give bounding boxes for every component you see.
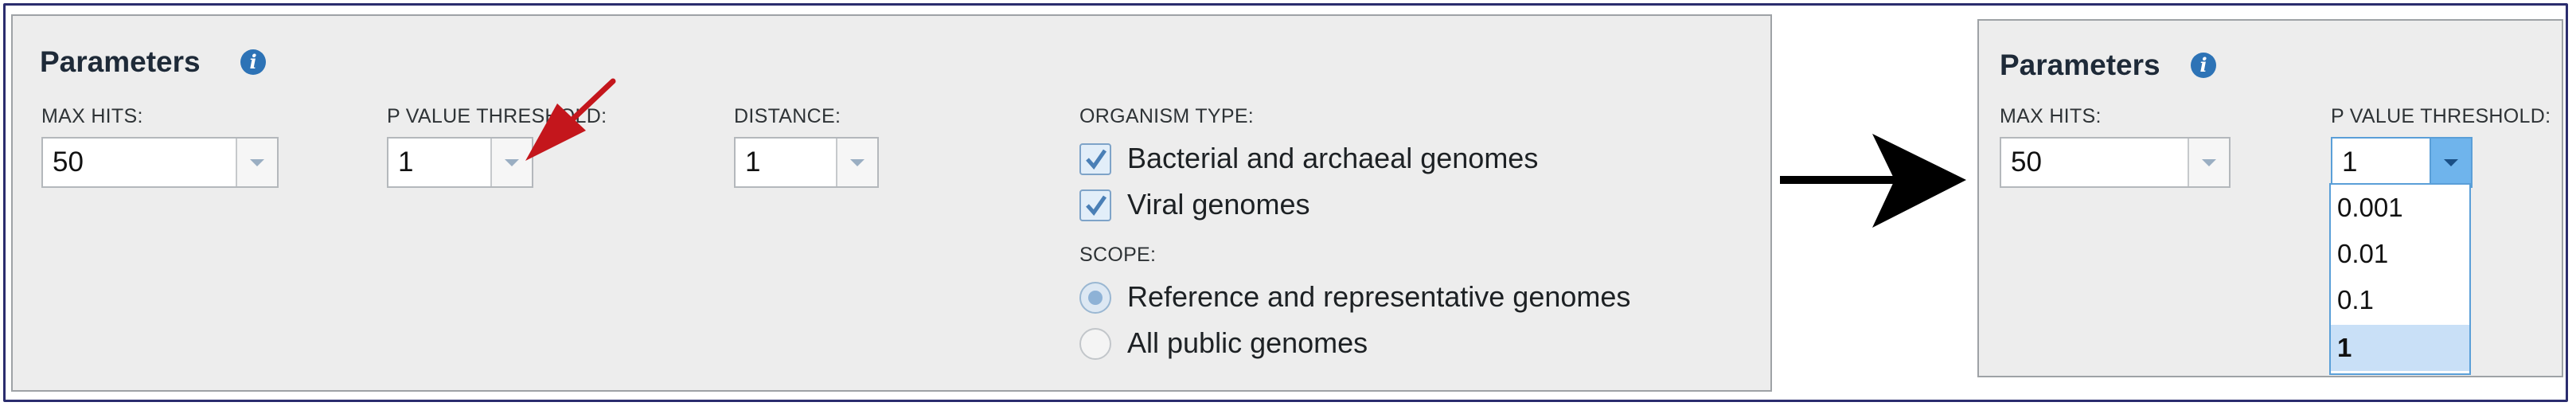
dropdown-option-selected[interactable]: 1 bbox=[2331, 325, 2469, 371]
max-hits-value: 50 bbox=[53, 146, 84, 178]
info-icon[interactable]: i bbox=[240, 49, 266, 75]
chevron-down-icon bbox=[250, 159, 264, 166]
chevron-down-icon bbox=[2202, 159, 2216, 166]
checkmark-icon bbox=[1086, 149, 1107, 170]
organism-type-label: ORGANISM TYPE: bbox=[1079, 105, 1255, 127]
chevron-down-icon bbox=[2444, 159, 2458, 166]
radio-label: Reference and representative genomes bbox=[1127, 280, 1631, 313]
p-value-threshold-label: P VALUE THRESHOLD: bbox=[2331, 105, 2551, 127]
dropdown-button[interactable] bbox=[836, 139, 877, 186]
transition-arrow bbox=[1780, 134, 1966, 228]
checkbox[interactable] bbox=[1079, 143, 1111, 175]
dropdown-button[interactable] bbox=[236, 139, 277, 186]
max-hits-label: MAX HITS: bbox=[41, 105, 143, 127]
max-hits-value: 50 bbox=[2011, 146, 2042, 178]
radio-button[interactable] bbox=[1079, 328, 1111, 360]
p-value-dropdown-list: 0.001 0.01 0.1 1 bbox=[2329, 183, 2471, 375]
dropdown-option[interactable]: 0.001 bbox=[2337, 193, 2403, 222]
distance-select[interactable]: 1 bbox=[734, 137, 879, 188]
max-hits-select[interactable]: 50 bbox=[2000, 137, 2231, 188]
checkmark-icon bbox=[1086, 195, 1107, 217]
dropdown-option[interactable]: 0.01 bbox=[2337, 239, 2389, 268]
chevron-down-icon bbox=[850, 159, 865, 166]
screenshot-frame bbox=[3, 3, 2568, 402]
scope-label: SCOPE: bbox=[1079, 244, 1157, 266]
radio-label: All public genomes bbox=[1127, 326, 1368, 359]
dropdown-button[interactable] bbox=[2188, 139, 2229, 186]
distance-value: 1 bbox=[745, 146, 761, 178]
checkbox[interactable] bbox=[1079, 189, 1111, 221]
dropdown-button[interactable] bbox=[2430, 139, 2471, 186]
panel-title: Parameters bbox=[40, 45, 201, 78]
dropdown-option[interactable]: 0.1 bbox=[2337, 285, 2374, 314]
p-value-threshold-value: 1 bbox=[2342, 146, 2358, 178]
panel-title: Parameters bbox=[2000, 49, 2160, 81]
radio-button[interactable] bbox=[1079, 282, 1111, 314]
checkbox-label: Viral genomes bbox=[1127, 188, 1310, 221]
checkbox-label: Bacterial and archaeal genomes bbox=[1127, 142, 1539, 174]
max-hits-select[interactable]: 50 bbox=[41, 137, 279, 188]
dropdown-button[interactable] bbox=[490, 139, 532, 186]
parameters-panel-before: Parameters i MAX HITS: 50 P VALUE THRESH… bbox=[11, 14, 1772, 392]
red-annotation-arrow bbox=[525, 78, 616, 161]
p-value-threshold-select[interactable]: 1 bbox=[387, 137, 533, 188]
p-value-threshold-select-open[interactable]: 1 bbox=[2331, 137, 2473, 188]
max-hits-label: MAX HITS: bbox=[2000, 105, 2102, 127]
distance-label: DISTANCE: bbox=[734, 105, 841, 127]
p-value-threshold-value: 1 bbox=[398, 146, 414, 178]
chevron-down-icon bbox=[505, 159, 519, 166]
info-icon[interactable]: i bbox=[2191, 53, 2216, 78]
